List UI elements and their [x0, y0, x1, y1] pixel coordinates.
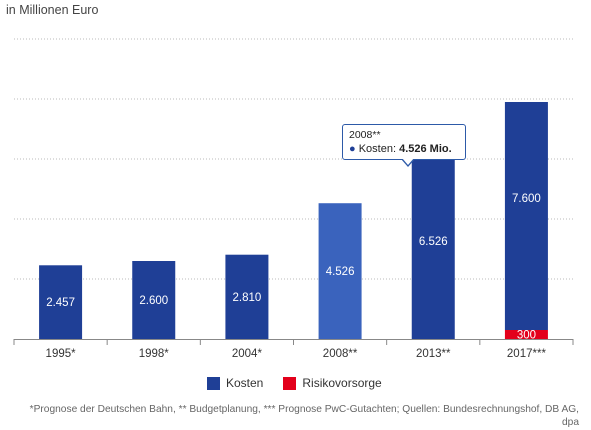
grid-lines	[14, 38, 573, 280]
tooltip-value: 4.526 Mio.	[399, 143, 452, 155]
bar-value-label-kosten-4: 6.526	[419, 236, 448, 248]
x-tick-label: 2017***	[507, 348, 547, 360]
bar-value-label-kosten-2: 2.810	[233, 292, 262, 304]
bar-value-label-kosten-3: 4.526	[326, 266, 355, 278]
bar-kosten-4[interactable]	[411, 143, 455, 339]
bar-kosten-3[interactable]	[318, 203, 362, 339]
x-tick-label: 1995*	[46, 348, 77, 360]
legend-item-kosten[interactable]: Kosten	[207, 376, 263, 390]
source-note: *Prognose der Deutschen Bahn, ** Budgetp…	[29, 404, 579, 428]
tooltip-dot-icon: ●	[349, 143, 356, 155]
bar-value-label-kosten-0: 2.457	[46, 297, 75, 309]
bars: 2.457 2.600 2.810 4.526 6.526 300 7.600	[39, 102, 548, 342]
bar-kosten-1[interactable]	[132, 261, 176, 339]
legend-swatch-kosten	[207, 376, 220, 390]
bar-kosten-2[interactable]	[225, 254, 269, 339]
bar-value-label-kosten-1: 2.600	[139, 295, 168, 307]
x-tick-label: 2013**	[416, 348, 451, 360]
legend-label-kosten: Kosten	[226, 376, 264, 390]
x-axis: 1995* 1998* 2004* 2008** 2013** 2017***	[13, 339, 574, 360]
bar-value-label-risikovorsorge-5: 300	[517, 330, 536, 342]
bar-risikovorsorge-5[interactable]	[504, 330, 548, 339]
tooltip: 2008** ● Kosten: 4.526 Mio.	[342, 124, 466, 167]
tooltip-year: 2008**	[349, 129, 381, 141]
x-tick-label: 1998*	[139, 348, 170, 360]
bar-value-label-kosten-5: 7.600	[512, 193, 541, 205]
bar-kosten-5[interactable]	[504, 102, 548, 330]
legend-swatch-risiko	[283, 376, 297, 390]
legend: Kosten Risikovorsorge	[207, 376, 402, 390]
tooltip-series: Kosten:	[358, 143, 397, 155]
bar-kosten-0[interactable]	[39, 265, 83, 339]
legend-item-risiko[interactable]: Risikovorsorge	[283, 376, 382, 390]
x-tick-label: 2008**	[323, 348, 358, 360]
x-tick-label: 2004*	[232, 348, 263, 360]
chart-subtitle: in Millionen Euro	[6, 3, 99, 17]
legend-label-risiko: Risikovorsorge	[302, 376, 382, 390]
